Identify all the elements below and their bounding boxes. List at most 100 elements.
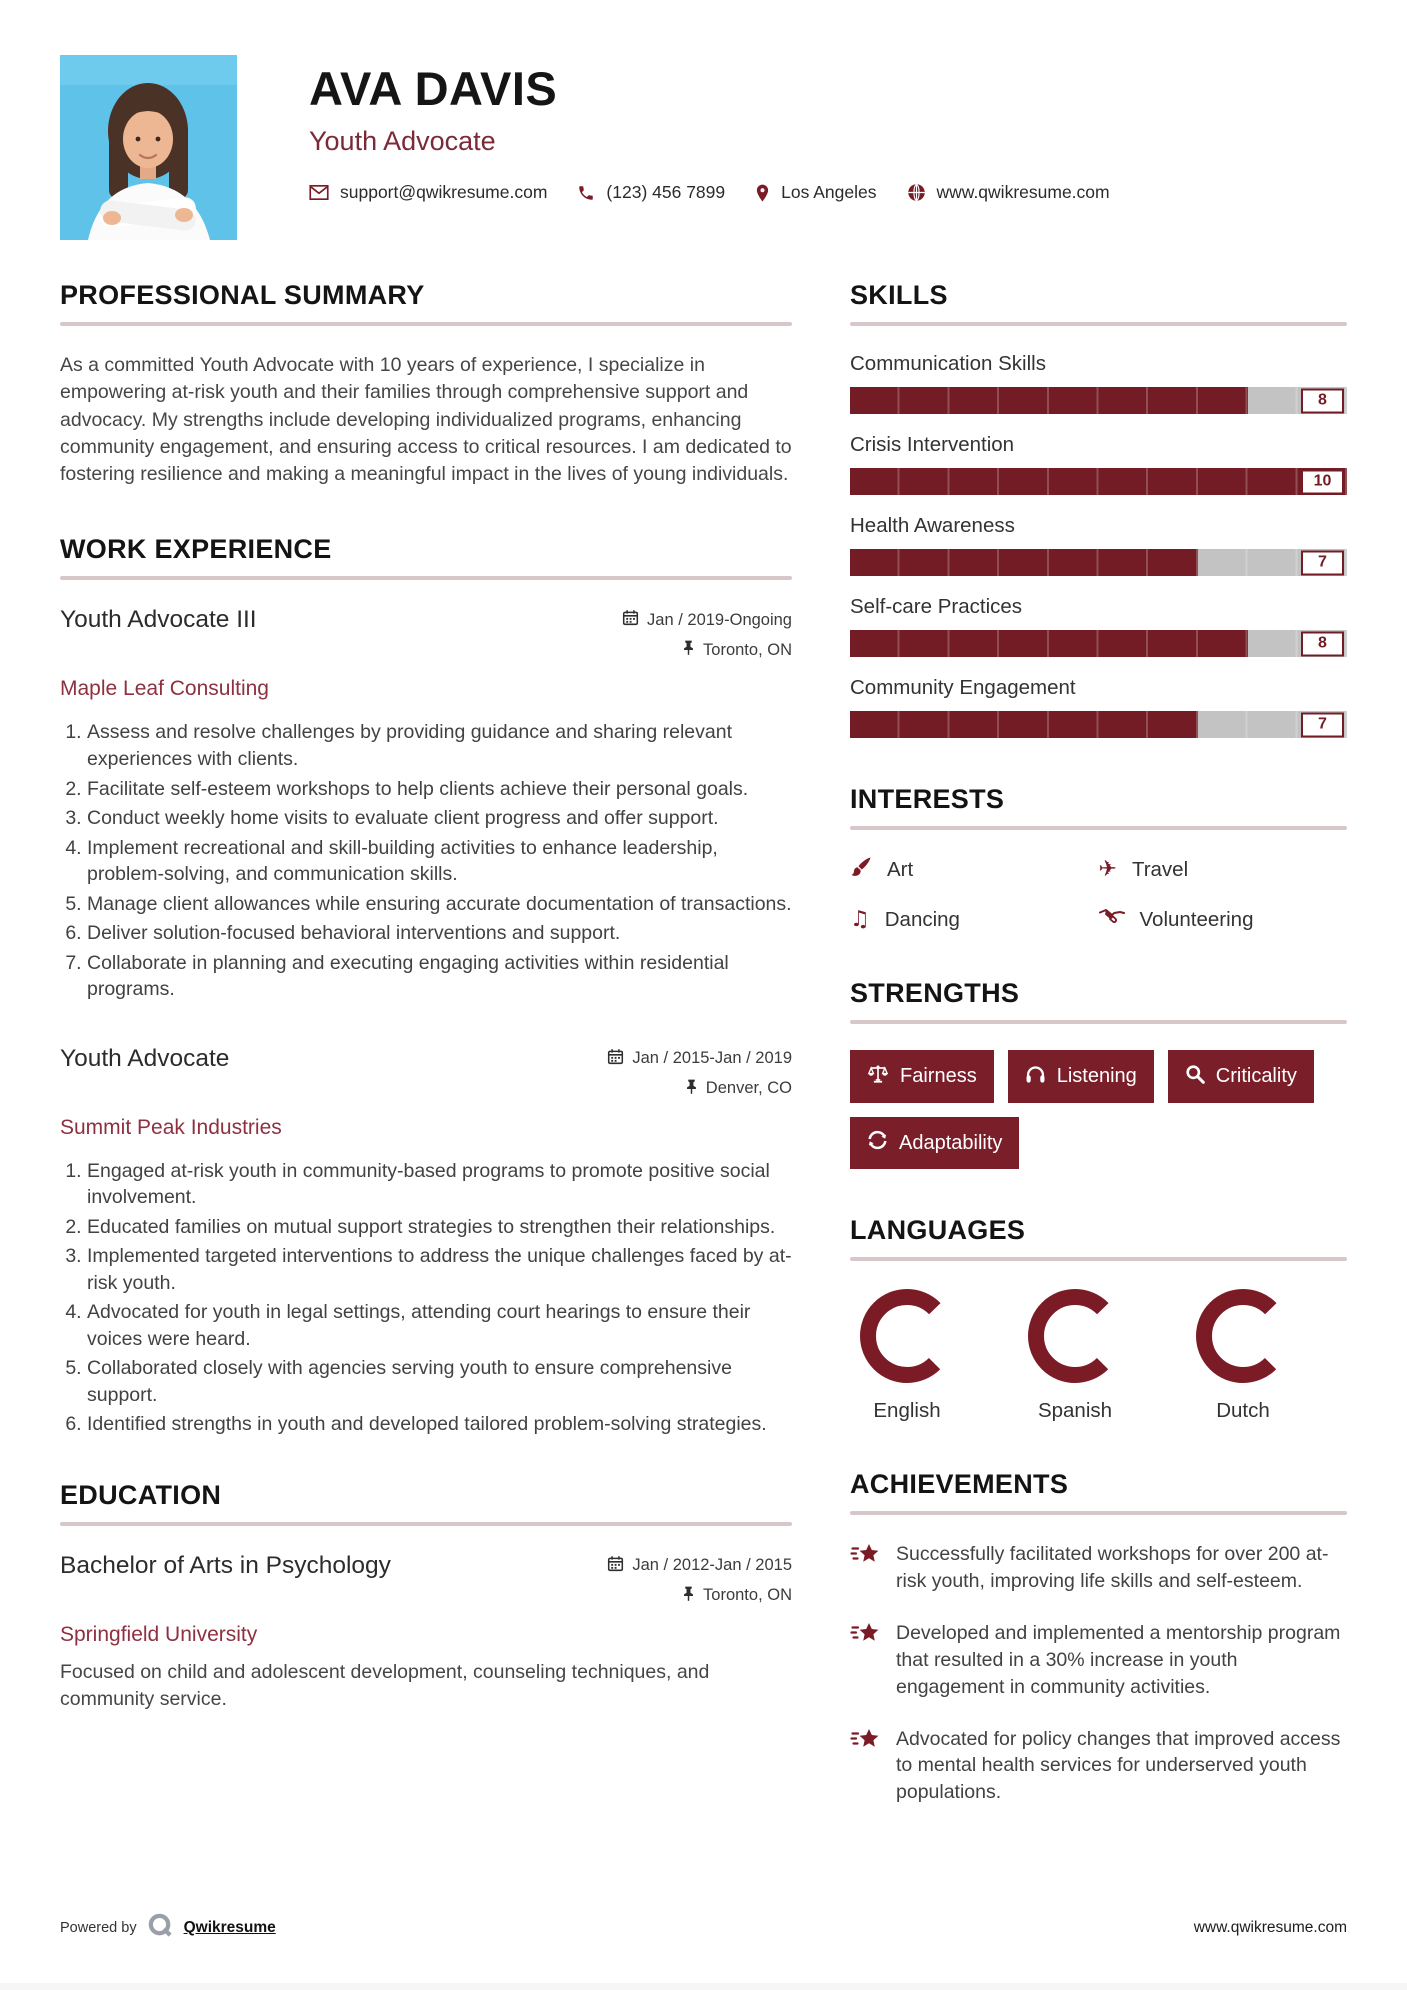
job-bullet-list: Assess and resolve challenges by providi…	[60, 719, 792, 1002]
summary-heading: PROFESSIONAL SUMMARY	[60, 280, 425, 310]
skill-bar: 10	[850, 468, 1347, 495]
interests-grid: Art ✈ Travel ♫ Dancing Volunteeri	[850, 856, 1347, 932]
section-achievements: ACHIEVEMENTS Successfully facilitated wo…	[850, 1469, 1347, 1806]
calendar-icon	[622, 609, 639, 631]
job-bullet: Deliver solution-focused behavioral inte…	[87, 920, 792, 947]
skill-bar: 8	[850, 630, 1347, 657]
right-column: SKILLS Communication Skills 8 Crisis Int…	[850, 280, 1347, 1831]
job-bullet: Facilitate self-esteem workshops to help…	[87, 776, 792, 803]
section-interests: INTERESTS Art ✈ Travel ♫ D	[850, 784, 1347, 932]
skill-item: Health Awareness 7	[850, 514, 1347, 576]
skill-bar: 7	[850, 549, 1347, 576]
language-progress-ring	[1196, 1289, 1290, 1383]
interests-heading: INTERESTS	[850, 784, 1005, 814]
skill-label: Communication Skills	[850, 352, 1046, 375]
shooting-star-icon	[850, 1621, 881, 1701]
job-title: Youth Advocate III	[60, 606, 257, 634]
section-rule	[850, 1257, 1347, 1261]
skill-bar: 8	[850, 387, 1347, 414]
strengths-heading: STRENGTHS	[850, 978, 1020, 1008]
job-entry: Youth Advocate III Jan / 2019-Ongoing	[60, 606, 792, 1002]
left-column: PROFESSIONAL SUMMARY As a committed Yout…	[60, 280, 792, 1831]
sync-icon	[867, 1130, 888, 1156]
skill-item: Self-care Practices 8	[850, 595, 1347, 657]
education-meta: Jan / 2012-Jan / 2015 Toronto, ON	[607, 1552, 792, 1615]
education-location: Toronto, ON	[703, 1586, 792, 1605]
job-entry: Youth Advocate Jan / 2015-Jan / 2019	[60, 1045, 792, 1438]
contact-email[interactable]: support@qwikresume.com	[309, 182, 547, 203]
section-strengths: STRENGTHS Fairness Listening	[850, 978, 1347, 1169]
skill-bar-fill	[850, 387, 1248, 414]
headphones-icon	[1025, 1064, 1046, 1090]
contact-row: support@qwikresume.com (123) 456 7899 Lo…	[309, 182, 1140, 203]
job-dates: Jan / 2015-Jan / 2019	[632, 1049, 792, 1068]
contact-website[interactable]: www.qwikresume.com	[907, 182, 1110, 203]
summary-text: As a committed Youth Advocate with 10 ye…	[60, 354, 792, 486]
skill-score-badge: 7	[1301, 712, 1344, 737]
section-rule	[850, 1511, 1347, 1515]
section-rule	[850, 1020, 1347, 1024]
main-content: PROFESSIONAL SUMMARY As a committed Yout…	[0, 280, 1407, 1831]
job-bullet: Conduct weekly home visits to evaluate c…	[87, 805, 792, 832]
language-label: Dutch	[1216, 1399, 1270, 1422]
skills-heading: SKILLS	[850, 280, 948, 310]
contact-phone[interactable]: (123) 456 7899	[577, 182, 725, 203]
skill-bar: 7	[850, 711, 1347, 738]
header: AVA DAVIS Youth Advocate support@qwikres…	[0, 0, 1407, 240]
strength-label: Criticality	[1215, 1065, 1297, 1087]
location-pin-icon	[755, 183, 770, 203]
achievement-text: Successfully facilitated workshops for o…	[896, 1543, 1329, 1592]
job-title: Youth Advocate	[60, 1044, 230, 1072]
footer: Powered by Qwikresume www.qwikresume.com	[60, 1912, 1347, 1944]
bottom-strip	[0, 1983, 1407, 1990]
job-bullet-list: Engaged at-risk youth in community-based…	[60, 1158, 792, 1438]
section-education: EDUCATION Bachelor of Arts in Psychology…	[60, 1480, 792, 1714]
skill-bar-fill	[850, 711, 1198, 738]
achievement-text: Developed and implemented a mentorship p…	[896, 1621, 1341, 1698]
footer-brand-group: Powered by Qwikresume	[60, 1912, 276, 1944]
work-heading: WORK EXPERIENCE	[60, 534, 332, 565]
skill-label: Self-care Practices	[850, 595, 1023, 618]
job-bullet: Advocated for youth in legal settings, a…	[87, 1299, 792, 1352]
strength-label: Adaptability	[899, 1131, 1003, 1154]
section-professional-summary: PROFESSIONAL SUMMARY As a committed Yout…	[60, 280, 792, 488]
languages-heading: LANGUAGES	[850, 1215, 1026, 1245]
section-work-experience: WORK EXPERIENCE Youth Advocate III Jan /…	[60, 534, 792, 1437]
powered-by-text: Powered by	[60, 1920, 137, 1936]
job-bullet: Educated families on mutual support stra…	[87, 1214, 792, 1241]
phone-icon	[577, 184, 595, 202]
job-bullet: Collaborated closely with agencies servi…	[87, 1355, 792, 1408]
job-bullet: Manage client allowances while ensuring …	[87, 891, 792, 918]
achievement-text: Advocated for policy changes that improv…	[896, 1727, 1341, 1804]
magnifier-icon	[1185, 1064, 1205, 1090]
section-rule	[850, 826, 1347, 830]
job-location: Toronto, ON	[703, 640, 792, 659]
interest-label: Art	[887, 858, 914, 881]
job-meta: Jan / 2019-Ongoing Toronto, ON	[622, 606, 792, 669]
job-bullet: Implement recreational and skill-buildin…	[87, 835, 792, 888]
language-item: Dutch	[1194, 1287, 1292, 1423]
languages-row: English Spanish Dutch	[850, 1287, 1347, 1423]
skill-score-badge: 7	[1301, 550, 1344, 575]
language-progress-ring	[860, 1289, 954, 1383]
section-rule	[60, 322, 792, 326]
music-note-icon: ♫	[850, 907, 870, 932]
interest-item: Art	[850, 856, 1099, 884]
interest-label: Dancing	[884, 908, 960, 931]
section-languages: LANGUAGES English Spanish	[850, 1215, 1347, 1423]
achievement-item: Advocated for policy changes that improv…	[850, 1726, 1347, 1807]
section-rule	[850, 322, 1347, 326]
contact-location[interactable]: Los Angeles	[755, 182, 877, 203]
footer-website-link[interactable]: www.qwikresume.com	[1193, 1919, 1347, 1936]
language-progress-ring	[1028, 1289, 1122, 1383]
language-item: Spanish	[1026, 1287, 1124, 1423]
job-meta: Jan / 2015-Jan / 2019 Denver, CO	[607, 1045, 792, 1108]
job-bullet: Identified strengths in youth and develo…	[87, 1411, 792, 1438]
globe-icon	[907, 183, 926, 202]
contact-email-text: support@qwikresume.com	[340, 182, 548, 202]
brand-link[interactable]: Qwikresume	[183, 1919, 276, 1936]
achievement-item: Successfully facilitated workshops for o…	[850, 1541, 1347, 1595]
language-item: English	[858, 1287, 956, 1423]
job-location: Denver, CO	[705, 1079, 792, 1098]
